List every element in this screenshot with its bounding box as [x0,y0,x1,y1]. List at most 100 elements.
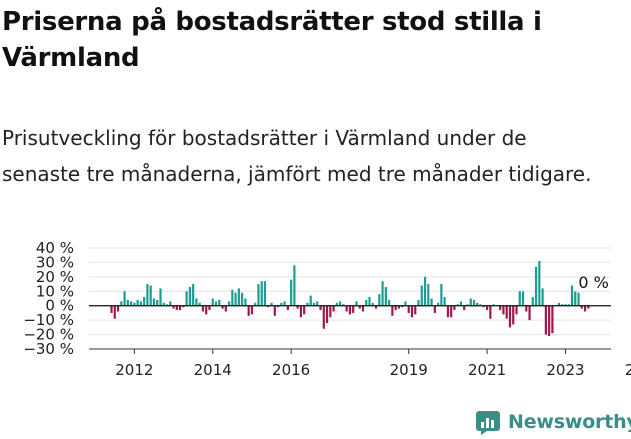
bar [446,305,449,318]
bar [113,305,116,319]
newsworthy-brand: Newsworthy [475,408,631,436]
bar [394,305,397,311]
bar [538,260,541,306]
chart-bars [110,260,590,337]
bar [574,291,577,306]
bar [227,301,231,306]
bar [570,285,574,306]
x-tick-label: 2023 [546,361,584,379]
bar [469,298,472,306]
y-tick-label: −30 % [23,340,74,358]
y-axis-labels: 40 %30 %20 %10 %0 %−10 %−20 %−30 % [23,239,74,358]
bar [136,299,139,306]
bar [381,281,384,306]
bar [116,305,120,312]
bar [270,302,273,306]
x-tick-label: 2016 [272,361,310,379]
bar [247,305,250,316]
bar [485,305,489,311]
bar [345,305,348,312]
bar [427,284,430,306]
bar [453,305,456,311]
bar [456,304,459,306]
bar [267,305,270,308]
price-change-bar-chart: 40 %30 %20 %10 %0 %−10 %−20 %−30 % 2012 2… [23,239,631,379]
bar [414,305,417,315]
bar [368,297,371,306]
bar [371,302,374,306]
bar [551,305,554,334]
bar [231,289,234,306]
bar [283,301,286,306]
bar [309,295,312,306]
bar [433,305,436,313]
y-tick-label: 0 % [45,297,74,315]
bar [133,302,136,306]
latest-value-label: 0 % [578,273,608,292]
page-title: Priserna på bostadsrätter stod stilla i … [2,7,542,73]
bar [430,298,433,306]
bar [534,266,538,306]
bar [260,281,263,306]
bar [440,284,443,306]
bar [192,284,195,306]
bar [175,305,178,311]
bar [544,305,547,335]
bar [521,291,525,306]
bar [472,299,476,306]
bar [512,305,515,325]
bar [126,299,129,306]
bar [332,305,335,312]
bar [139,301,142,306]
bar [378,294,381,306]
bar [276,305,280,308]
bar [423,276,427,306]
bar [182,305,185,308]
bar [489,305,492,319]
bar [263,281,267,306]
bar [567,304,570,306]
x-tick-label: 2019 [390,361,428,379]
y-tick-label: −10 % [23,311,74,329]
bar [234,292,237,306]
x-tick-label: 2021 [468,361,506,379]
x-axis-ticks: 2012 2014 2016 2019 2021 2023 2025 [115,349,631,379]
bar [515,305,518,315]
bar [198,302,201,306]
bar [374,305,378,309]
bar [459,301,463,306]
bar [348,305,352,315]
bar [342,304,345,306]
bar [322,305,325,329]
brand-name: Newsworthy [508,411,631,433]
bar [466,304,469,306]
bar [201,305,205,312]
bar [244,298,247,306]
bar [492,304,495,306]
y-tick-label: 10 % [36,282,74,300]
bar [152,298,156,306]
bar [365,299,368,306]
bar [404,301,407,306]
bar [583,305,587,312]
bar [208,305,211,311]
y-tick-label: −20 % [23,326,74,344]
bar [303,305,306,315]
bar [257,284,260,306]
bar [358,305,361,309]
x-tick-label: 2025 [625,361,631,379]
bar [214,301,218,306]
y-tick-label: 30 % [36,253,74,271]
bar [250,305,254,315]
bar [218,299,221,306]
bar [312,302,316,306]
bar [355,301,358,306]
bar [401,305,404,308]
bar [352,305,355,313]
bar [505,305,508,319]
bar [587,305,590,309]
bar [273,305,276,316]
bar [156,299,159,306]
x-tick-label: 2014 [194,361,232,379]
bar [237,288,240,306]
